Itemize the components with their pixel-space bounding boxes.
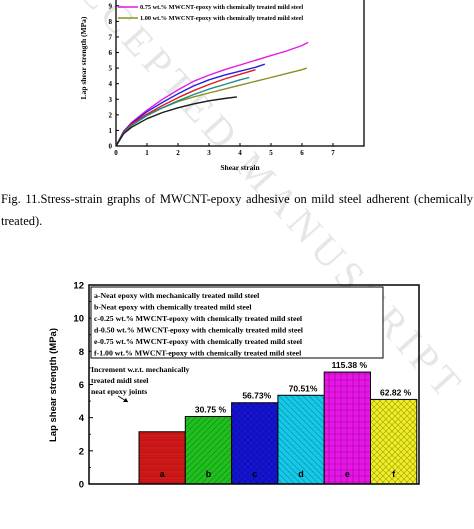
y-tick-label: 1 [109, 127, 113, 135]
series-line-0 [115, 41, 309, 147]
bar-data-label-c: 56.73% [242, 391, 271, 401]
lap-shear-bar-chart: a b 30.75 % c 56.73% d 70.51% e 115.38 % f 62.82 %… [48, 281, 420, 491]
legend-label-0: 0.75 wt.% MWCNT-epoxy with chemically tr… [140, 4, 303, 11]
y-tick-label: 4 [109, 80, 113, 88]
series-line-5 [115, 96, 237, 147]
series-lines [115, 41, 309, 147]
y-tick-label: 7 [109, 33, 113, 41]
bar-category-b: b [206, 469, 212, 479]
increment-annotation: Increment w.r.t. mechanically treated mi… [91, 365, 190, 403]
y-tick-label: 9 [109, 2, 113, 10]
legend-box: a-Neat epoxy with mechanically treated m… [90, 286, 384, 359]
bars: a b 30.75 % c 56.73% d 70.51% e 115.38 % f 62.82 % [138, 360, 418, 485]
x-tick-label: 6 [300, 149, 304, 157]
x-axis-label: Shear strain [220, 163, 260, 172]
x-tick-label: 2 [176, 149, 180, 157]
x-tick-label: 0 [114, 149, 118, 157]
x-tick-label: 1 [145, 149, 149, 157]
stress-strain-chart: 0 1 2 3 4 5 6 7 0 1 2 3 4 5 6 7 8 9 0.75 wt.% MWCNT-epoxy… [79, 0, 365, 172]
y-tick-label: 8 [109, 18, 113, 26]
annotation-arrowhead [123, 398, 128, 402]
legend-line-f: f-1.00 wt.% MWCNT-epoxy with chemically … [94, 349, 302, 358]
axis-ticks: 0 1 2 3 4 5 6 7 0 1 2 3 4 5 6 7 8 9 [109, 2, 336, 157]
x-tick-label: 3 [207, 149, 211, 157]
y-tick-label: 0 [79, 480, 84, 491]
annotation-line-0: Increment w.r.t. mechanically [91, 365, 190, 374]
y-tick-label: 4 [79, 413, 85, 424]
y-tick-label: 2 [109, 111, 113, 119]
bar-category-f: f [392, 469, 396, 479]
y-axis-label: Lap shear strength (MPa) [48, 328, 59, 442]
figure-caption: Fig. 11.Stress-strain graphs of MWCNT-ep… [1, 192, 473, 228]
y-tick-label: 6 [79, 380, 84, 391]
y-axis-ticks: 0 2 4 6 8 10 12 [73, 281, 93, 491]
y-tick-label: 2 [79, 446, 84, 457]
bar-f [370, 398, 418, 485]
x-tick-label: 5 [269, 149, 273, 157]
legend: 0.75 wt.% MWCNT-epoxy with chemically tr… [118, 4, 303, 22]
annotation-line-2: neat epoxy joints [91, 387, 147, 396]
y-tick-label: 3 [109, 96, 113, 104]
bar-d [277, 394, 325, 485]
bar-data-label-d: 70.51% [289, 383, 318, 393]
legend-label-1: 1.00 wt.% MWCNT-epoxy with chemically tr… [140, 15, 303, 22]
y-tick-label: 12 [73, 281, 84, 292]
bar-category-e: e [345, 469, 350, 479]
x-tick-label: 7 [331, 149, 335, 157]
legend-line-d: d-0.50 wt.% MWCNT-epoxy with chemically … [94, 326, 304, 335]
bar-data-label-f: 62.82 % [380, 387, 412, 397]
y-tick-label: 0 [109, 143, 113, 151]
series-line-3 [115, 69, 256, 147]
bar-b [184, 416, 233, 485]
y-tick-label: 8 [79, 347, 84, 358]
bar-data-label-e: 115.38 % [332, 360, 368, 370]
legend-frame [90, 286, 384, 359]
y-tick-label: 6 [109, 49, 113, 57]
x-tick-label: 4 [238, 149, 242, 157]
series-line-4 [115, 76, 250, 147]
y-tick-label: 10 [73, 314, 84, 325]
bar-category-a: a [160, 469, 166, 479]
y-axis-label: Lap shear strength (MPa) [79, 16, 88, 99]
legend-line-b: b-Neat epoxy with chemically treated mil… [94, 303, 252, 312]
annotation-line-1: treated midl steel [91, 376, 149, 385]
bar-e [323, 371, 372, 485]
bar-category-c: c [252, 469, 257, 479]
legend-line-e: e-0.75 wt.% MWCNT-epoxy with chemically … [94, 337, 303, 346]
y-tick-label: 5 [109, 65, 113, 73]
legend-line-a: a-Neat epoxy with mechanically treated m… [94, 291, 260, 300]
bar-data-label-b: 30.75 % [195, 405, 227, 415]
legend-line-c: c-0.25 wt.% MWCNT-epoxy with chemically … [94, 314, 303, 323]
bar-category-d: d [298, 469, 304, 479]
bar-a [138, 431, 186, 485]
